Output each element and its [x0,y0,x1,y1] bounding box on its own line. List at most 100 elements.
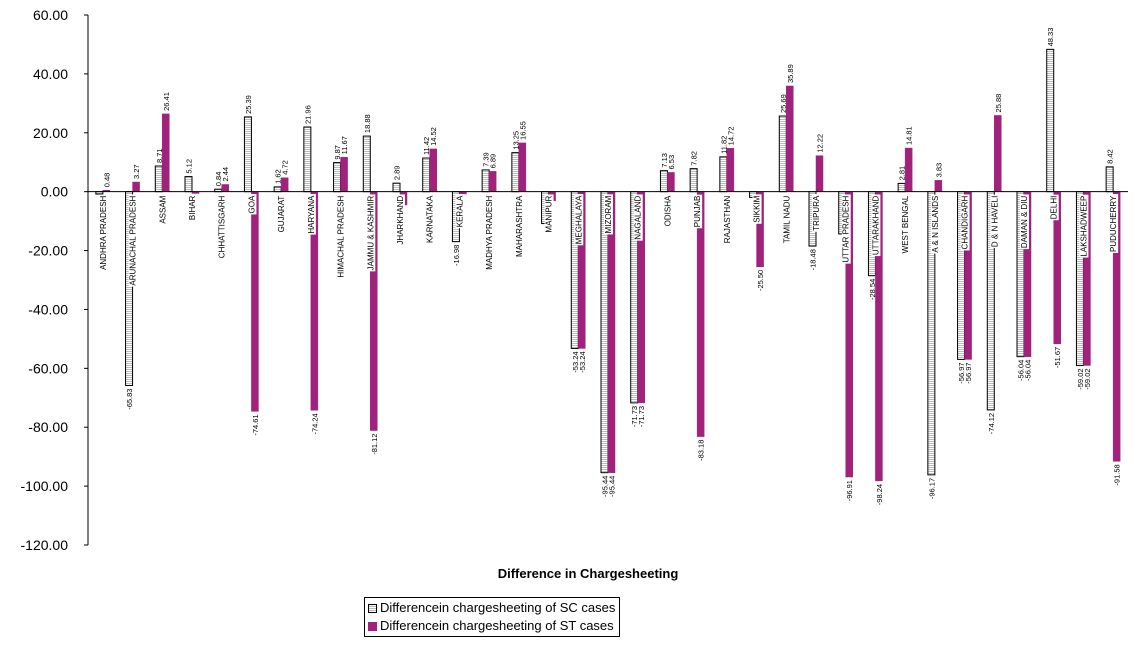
data-label-sc: -53.24 [571,351,580,372]
x-tick-label: ODISHA [663,195,672,226]
bar-sc [392,182,401,193]
x-tick-label: ANDHRA PRADESH [99,195,108,269]
x-tick-label-bg [514,194,524,259]
x-tick-label-bg [158,194,168,225]
y-tick-label: -20.00 [28,243,68,259]
data-label-sc: -56.97 [957,362,966,383]
bar-st [815,155,824,192]
data-label-sc: 2.81 [898,166,907,181]
x-tick-label-bg [990,194,1000,249]
data-label-sc: 2.89 [393,166,402,181]
x-tick-label-bg [901,194,911,255]
x-tick-label: DELHI [1050,196,1059,220]
data-label-st: 35.89 [786,64,795,83]
data-label-sc: -65.83 [125,388,134,409]
x-tick-label-bg [871,194,881,257]
x-tick-label-bg [217,194,227,260]
data-label-st: -59.02 [1083,368,1092,389]
data-label-st: 16.55 [518,121,527,140]
x-axis-title: Difference in Chargesheeting [498,566,679,581]
data-label-st: 12.22 [816,134,825,153]
data-label-st: 3.27 [132,164,141,179]
bar-sc [303,126,312,193]
bar-sc [481,169,490,193]
y-tick-label: -120.00 [21,537,69,553]
data-label-st: -96.91 [845,480,854,501]
legend: Differencein chargesheeting of SC cases … [364,597,621,637]
x-tick-label-bg [188,194,197,222]
y-tick-label: -60.00 [28,360,68,376]
bar-sc [1046,48,1055,193]
x-tick-label: PUNJAB [693,196,702,228]
bar-st [251,191,259,412]
data-label-st: 2.44 [221,167,230,182]
x-tick-label: GUJARAT [277,196,286,233]
x-tick-label-bg [396,194,405,246]
x-tick-label: CHHATTISGARH [218,195,227,258]
data-label-sc: 13.25 [511,131,520,150]
data-label-sc: 7.13 [660,153,669,168]
data-label-st: 6.89 [489,154,498,169]
data-label-st: -83.18 [697,440,706,461]
x-tick-label-bg [1079,194,1089,258]
data-label-sc: -59.02 [1076,368,1085,389]
x-tick-label-bg [485,194,495,271]
data-label-st: -53.24 [578,351,587,372]
y-tick-label: -80.00 [28,419,68,435]
bar-sc [184,176,193,193]
data-label-sc: -74.12 [987,413,996,434]
bar-sc [333,162,342,193]
data-label-st: -51.67 [1053,347,1062,368]
x-tick-label-bg [247,194,257,215]
data-label-st: 25.88 [994,94,1003,113]
x-tick-label: MADHYA PRADESH [485,195,494,269]
x-tick-label-bg [930,194,940,254]
bar-sc [154,165,163,193]
x-tick-label: A & N ISLANDS [931,196,940,253]
bar-st [340,157,348,192]
data-label-st: -98.24 [875,484,884,505]
x-tick-label-bg [574,194,584,246]
data-label-sc: 11.82 [719,136,728,154]
data-label-st: -81.12 [370,434,379,455]
legend-item-st: Differencein chargesheeting of ST cases [368,617,615,635]
bar-sc [362,135,371,193]
x-tick-label: JAMMU & KASHMIR [366,195,375,270]
data-label-sc: 11.42 [422,137,431,155]
bar-st [667,172,675,192]
x-tick-label: GOA [247,195,256,213]
x-tick-label: HARYANA [307,195,316,234]
y-tick-label: 60.00 [33,7,68,23]
x-tick-label-bg [277,194,287,234]
x-tick-label-bg [960,194,970,251]
x-tick-label: MEGHALAYA [574,195,583,244]
y-tick-label: 40.00 [33,66,68,82]
data-label-st: -91.58 [1113,464,1122,485]
x-tick-label: TRIPURA [812,195,821,231]
data-label-sc: 18.88 [363,114,372,133]
x-tick-label-bg [604,194,613,235]
bar-st [994,115,1002,192]
data-label-st: -71.73 [637,406,646,427]
bar-st [132,181,140,192]
x-tick-label-bg [98,194,108,271]
data-label-st: 6.53 [667,155,676,170]
x-tick-label: WEST BENGAL [901,195,910,253]
x-tick-label: ARUNACHAL PRADESH [129,195,138,285]
data-label-sc: -96.17 [927,478,936,499]
bar-sc [422,157,431,193]
data-label-st: 26.41 [162,92,171,111]
data-label-sc: 8.71 [155,148,164,163]
data-label-sc: 25.39 [244,95,253,114]
x-tick-label: PUDUCHERRY [1109,195,1118,252]
data-label-sc: 8.42 [1106,149,1115,164]
x-tick-label-bg [1020,194,1029,250]
x-tick-label: ASSAM [158,195,167,223]
x-tick-label-bg [693,194,703,229]
data-label-st: -56.04 [1024,360,1033,381]
bar-sc [273,186,282,193]
data-label-st: -74.24 [310,413,319,434]
legend-item-sc: Differencein chargesheeting of SC cases [368,599,615,617]
